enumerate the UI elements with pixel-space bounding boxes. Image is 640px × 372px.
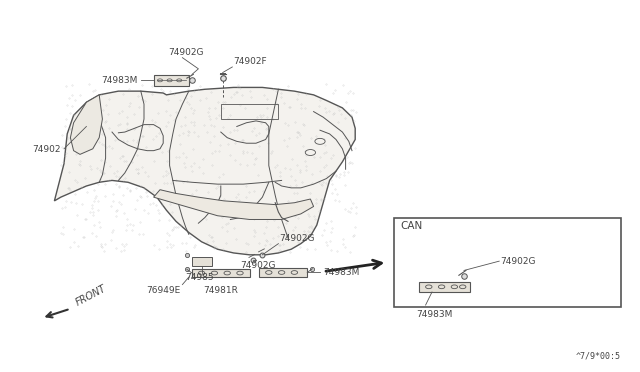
Polygon shape [70, 95, 102, 154]
Polygon shape [419, 282, 470, 292]
Text: 74983M: 74983M [101, 76, 138, 85]
Polygon shape [54, 87, 355, 255]
Polygon shape [154, 75, 189, 86]
Polygon shape [154, 190, 314, 219]
Polygon shape [259, 268, 307, 277]
Text: 74902G: 74902G [240, 261, 275, 270]
Polygon shape [192, 269, 250, 277]
Text: 74902F: 74902F [234, 57, 268, 66]
Text: 74902G: 74902G [168, 48, 204, 57]
Text: 74985: 74985 [185, 273, 213, 282]
Text: 74902G: 74902G [500, 257, 536, 266]
Text: ^7/9*00:5: ^7/9*00:5 [576, 352, 621, 361]
Text: 74902G: 74902G [280, 234, 315, 243]
Text: 76949E: 76949E [146, 286, 180, 295]
Text: 74983M: 74983M [416, 310, 452, 319]
Text: FRONT: FRONT [74, 283, 108, 308]
Text: 74981R: 74981R [204, 286, 238, 295]
Text: CAN: CAN [400, 221, 422, 231]
Polygon shape [192, 257, 212, 266]
Text: 74902: 74902 [32, 145, 61, 154]
Text: 74983M: 74983M [323, 268, 360, 277]
Bar [394, 218, 621, 307]
